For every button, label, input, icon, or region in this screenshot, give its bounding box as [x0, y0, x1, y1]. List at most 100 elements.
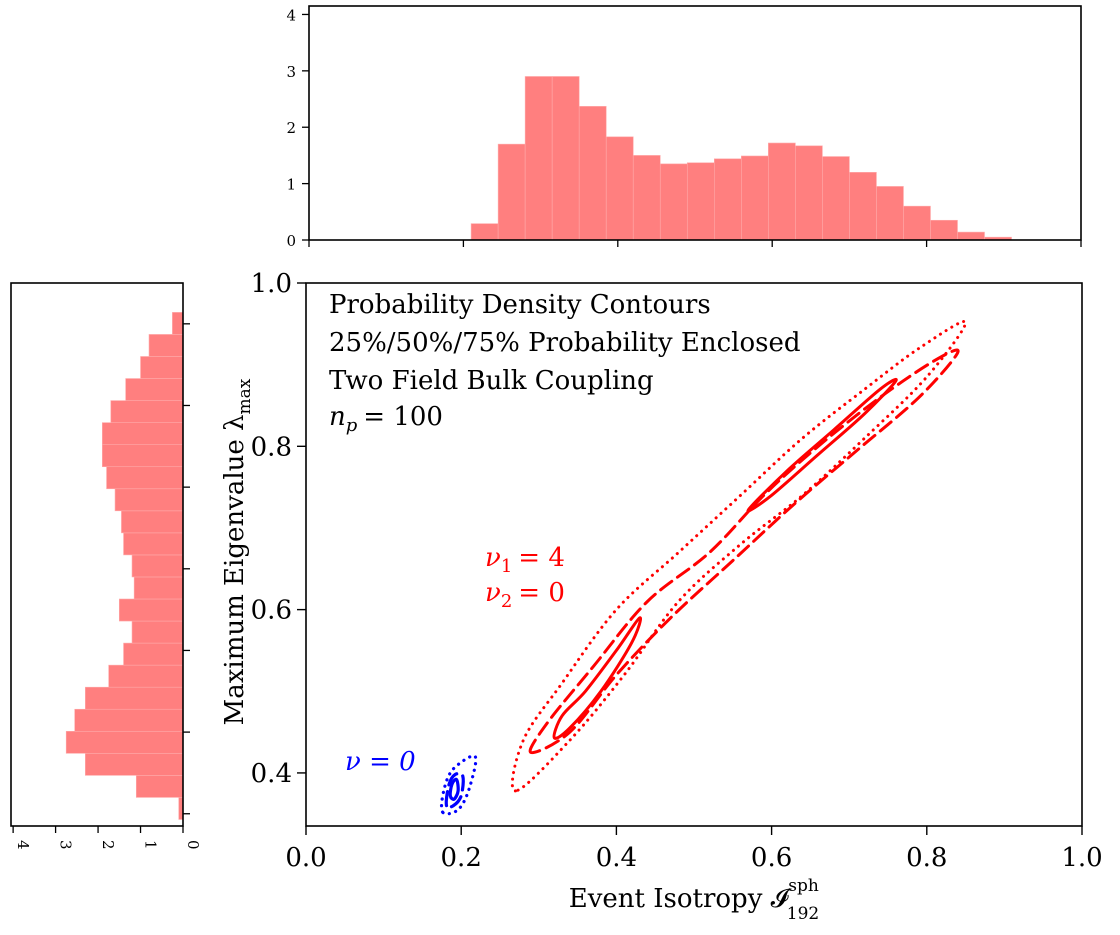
- nu2-value: = 0: [518, 578, 565, 608]
- top-histogram-bar: [578, 106, 607, 241]
- left-histogram-bar: [74, 708, 184, 732]
- left-histogram-bar: [131, 620, 184, 644]
- main-y-tick-label: 0.6: [251, 596, 292, 626]
- top-histogram-bar: [741, 155, 769, 241]
- x-axis-title-sub: 192: [787, 904, 819, 924]
- left-histogram-bar: [65, 730, 184, 754]
- nu1-symbol: ν: [485, 543, 501, 573]
- top-histogram-bar: [551, 76, 580, 241]
- top-histogram-bar: [768, 142, 796, 241]
- left-histogram-bar: [114, 488, 184, 512]
- left-histogram-bar: [123, 532, 184, 556]
- top-histogram-bar: [903, 205, 931, 241]
- top-histogram-x-ticks: [308, 240, 1082, 247]
- left-x-tick-label: 3: [57, 840, 75, 850]
- top-histogram-frame: [308, 5, 1082, 241]
- main-x-ticks: 0.0 0.2 0.4 0.6 0.8 1.0: [285, 826, 1103, 873]
- x-axis-title: Event Isotropy 𝓘sph 192: [569, 876, 820, 924]
- left-histogram-bar: [110, 400, 184, 423]
- left-histogram-bar: [148, 334, 184, 357]
- main-y-tick-label: 0.8: [251, 432, 292, 462]
- top-histogram-bar: [659, 163, 688, 241]
- top-histogram-bar: [686, 162, 715, 241]
- y-axis-title: Maximum Eigenvalue λmax: [220, 378, 255, 725]
- top-y-tick-label: 0: [286, 232, 296, 250]
- main-y-tick-label: 1.0: [251, 269, 292, 299]
- top-histogram-bars: [470, 76, 1012, 241]
- nu1-value: = 4: [518, 543, 565, 573]
- series-label-nu0: ν = 0: [345, 747, 416, 777]
- left-histogram-bar: [85, 753, 184, 776]
- left-histogram-bar: [172, 312, 184, 335]
- left-histogram-bar: [106, 466, 184, 490]
- left-histogram-panel: 4 3 2 1 0: [10, 282, 202, 850]
- main-x-tick-label: 0.0: [285, 843, 326, 873]
- left-histogram-bar: [121, 510, 184, 534]
- left-histogram-bar: [131, 554, 184, 578]
- left-histogram-bar: [102, 444, 184, 468]
- main-contour-panel: 0.0 0.2 0.4 0.6 0.8 1.0 0.4 0.6 0.8 1.0 Probabil…: [220, 269, 1103, 924]
- contour-nu-0-25pct-solid: [448, 777, 460, 801]
- top-y-tick-label: 1: [286, 176, 296, 194]
- left-histogram-bar: [133, 576, 184, 600]
- top-histogram-bar: [795, 145, 823, 241]
- left-histogram-bar: [108, 664, 184, 688]
- left-histogram-bar: [140, 356, 184, 379]
- main-x-tick-label: 0.8: [906, 843, 947, 873]
- left-histogram-bar: [85, 686, 184, 710]
- main-x-tick-label: 0.4: [596, 843, 637, 873]
- main-x-tick-label: 1.0: [1061, 843, 1102, 873]
- annotation-np-value: = 100: [363, 402, 443, 432]
- nu1-subscript: 1: [501, 556, 512, 577]
- top-histogram-bar: [822, 156, 850, 241]
- main-plot-frame: [305, 282, 1083, 827]
- top-histogram-bar: [497, 143, 526, 241]
- top-histogram-bar: [930, 219, 958, 241]
- top-y-tick-label: 4: [286, 6, 296, 24]
- left-histogram-bars: [65, 312, 184, 820]
- top-y-tick-label: 2: [286, 119, 296, 137]
- left-x-tick-label: 2: [99, 840, 117, 850]
- top-histogram-bar: [605, 136, 634, 241]
- top-histogram-y-ticks: 0 1 2 3 4: [286, 6, 309, 250]
- nu2-symbol: ν: [485, 578, 501, 608]
- top-histogram-bar: [957, 231, 985, 241]
- left-histogram-x-ticks: 4 3 2 1 0: [12, 826, 202, 850]
- left-x-tick-label: 1: [142, 840, 160, 850]
- contour-nu1-4-25pct-solid: [746, 377, 898, 513]
- series-label-nu1: ν1 = 4: [485, 543, 565, 577]
- contour-nu1-4-25pct-solid: [552, 616, 642, 740]
- annotation-line-3: Two Field Bulk Coupling: [329, 366, 654, 396]
- y-axis-title-sub: max: [235, 378, 255, 414]
- annotation-line-1: Probability Density Contours: [329, 290, 711, 320]
- annotation-np-subscript: p: [346, 415, 358, 436]
- left-histogram-bar: [125, 378, 184, 401]
- contour-nu-0-75pct-dotted: [439, 754, 478, 816]
- contour-nu-0-50pct-dashed: [444, 771, 465, 810]
- annotation-line-2: 25%/50%/75% Probability Enclosed: [329, 328, 801, 358]
- main-x-tick-label: 0.6: [751, 843, 792, 873]
- left-histogram-y-ticks: [183, 323, 190, 815]
- y-axis-title-text: Maximum Eigenvalue λ: [220, 414, 250, 725]
- top-histogram-bar: [876, 186, 904, 241]
- contour-nu1-4-50pct-dashed: [528, 348, 960, 755]
- top-histogram-bar: [470, 223, 499, 241]
- series-label-nu2: ν2 = 0: [485, 578, 565, 612]
- main-y-ticks: 0.4 0.6 0.8 1.0: [251, 269, 306, 789]
- nu2-subscript: 2: [501, 591, 512, 612]
- top-y-tick-label: 3: [286, 63, 296, 81]
- left-histogram-bar: [135, 775, 184, 798]
- top-histogram-bar: [849, 172, 877, 241]
- top-histogram-bar: [632, 155, 661, 241]
- annotation-line-4: np = 100: [329, 402, 443, 436]
- top-histogram-bar: [524, 76, 553, 241]
- left-histogram-frame: [10, 282, 184, 827]
- left-histogram-bar: [102, 422, 184, 445]
- main-y-tick-label: 0.4: [251, 759, 292, 789]
- top-histogram-panel: 0 1 2 3 4: [286, 5, 1082, 250]
- top-histogram-bar: [713, 158, 742, 241]
- left-histogram-bar: [118, 598, 184, 622]
- contour-lines: [439, 319, 968, 816]
- left-x-tick-label: 4: [14, 840, 32, 850]
